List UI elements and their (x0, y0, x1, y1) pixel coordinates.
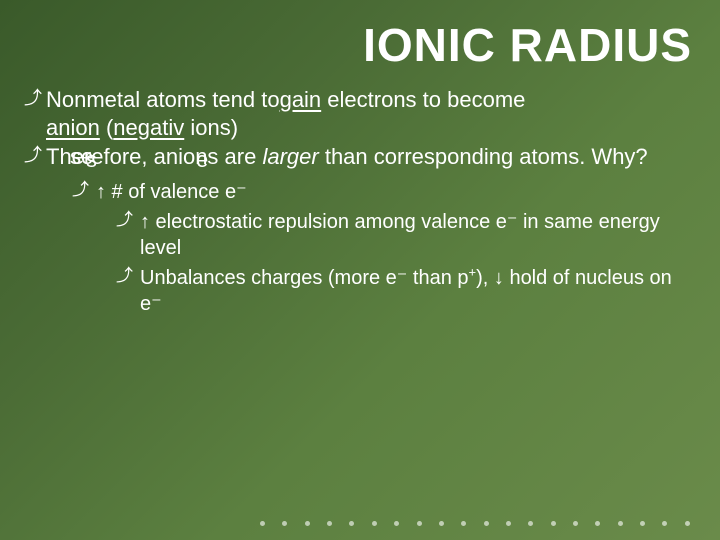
dot-icon (349, 521, 354, 526)
sub-bullet-arrow-icon: ⤴ (116, 265, 140, 288)
sub-bullet-arrow-icon: ⤴ (72, 179, 96, 202)
bullet-1: ⤴ Nonmetal atoms tend togain electrons t… (24, 86, 690, 114)
bullet-1-after: ions) (184, 115, 238, 140)
dot-icon (260, 521, 265, 526)
dot-icon (327, 521, 332, 526)
slide-title: IONIC RADIUS (0, 0, 720, 80)
sub-bullet-1: ⤴ ↑ # of valence e⁻ (72, 179, 690, 205)
slide-content: ⤴ Nonmetal atoms tend togain electrons t… (0, 80, 720, 317)
bullet-1-line2: anion (negativ ions) (24, 114, 690, 142)
sub-bullets: ⤴ ↑ # of valence e⁻ (24, 179, 690, 205)
bullet-1-text: Nonmetal atoms tend togain electrons to … (46, 86, 690, 114)
dot-icon (528, 521, 533, 526)
dot-icon (573, 521, 578, 526)
dot-icon (640, 521, 645, 526)
bullet-arrow-icon: ⤴ (24, 143, 46, 168)
bullet-arrow-icon: ⤴ (24, 86, 46, 111)
bullet-1-mid: electrons to become (321, 87, 525, 112)
bullet-1-open-paren: ( (100, 115, 113, 140)
sub-bullet-arrow-icon: ⤴ (116, 209, 140, 232)
bullet-2-post: than corresponding atoms. Why? (319, 144, 648, 169)
sub-bullet-3-a: Unbalances charges (more e⁻ than p (140, 267, 469, 289)
dot-icon (551, 521, 556, 526)
dot-icon (484, 521, 489, 526)
dot-icon (282, 521, 287, 526)
dot-icon (461, 521, 466, 526)
dot-icon (685, 521, 690, 526)
decorative-dots (0, 521, 720, 526)
dot-icon (662, 521, 667, 526)
bullet-2-text: Therefore, anions are larger than corres… (46, 143, 690, 171)
bullet-2-italic: larger (262, 144, 318, 169)
dot-icon (439, 521, 444, 526)
bullet-1-pre: Nonmetal atoms tend to (46, 87, 280, 112)
dot-icon (305, 521, 310, 526)
sub-bullet-2: ⤴ ↑ electrostatic repulsion among valenc… (116, 209, 690, 261)
dot-icon (595, 521, 600, 526)
stray-e-char: e (196, 146, 208, 174)
sub-bullet-3-sup: + (469, 264, 477, 279)
dot-icon (618, 521, 623, 526)
bullet-1-blank-gain: gain (280, 87, 322, 112)
sub-bullet-3: ⤴ Unbalances charges (more e⁻ than p+), … (116, 265, 690, 317)
stray-s-char: s (86, 146, 97, 174)
sub-sub-bullets: ⤴ ↑ electrostatic repulsion among valenc… (24, 209, 690, 317)
bullet-1-blank-anion: anion (46, 115, 100, 140)
dot-icon (417, 521, 422, 526)
sub-bullet-3-text: Unbalances charges (more e⁻ than p+), ↓ … (140, 265, 690, 317)
bullet-1-blank-negativ: negativ (113, 115, 184, 140)
dot-icon (394, 521, 399, 526)
sub-bullet-2-text: ↑ electrostatic repulsion among valence … (140, 209, 690, 261)
bullet-2: ⤴ Therefore, anions are larger than corr… (24, 143, 690, 171)
dot-icon (506, 521, 511, 526)
dot-icon (372, 521, 377, 526)
sub-bullet-1-text: ↑ # of valence e⁻ (96, 179, 690, 205)
